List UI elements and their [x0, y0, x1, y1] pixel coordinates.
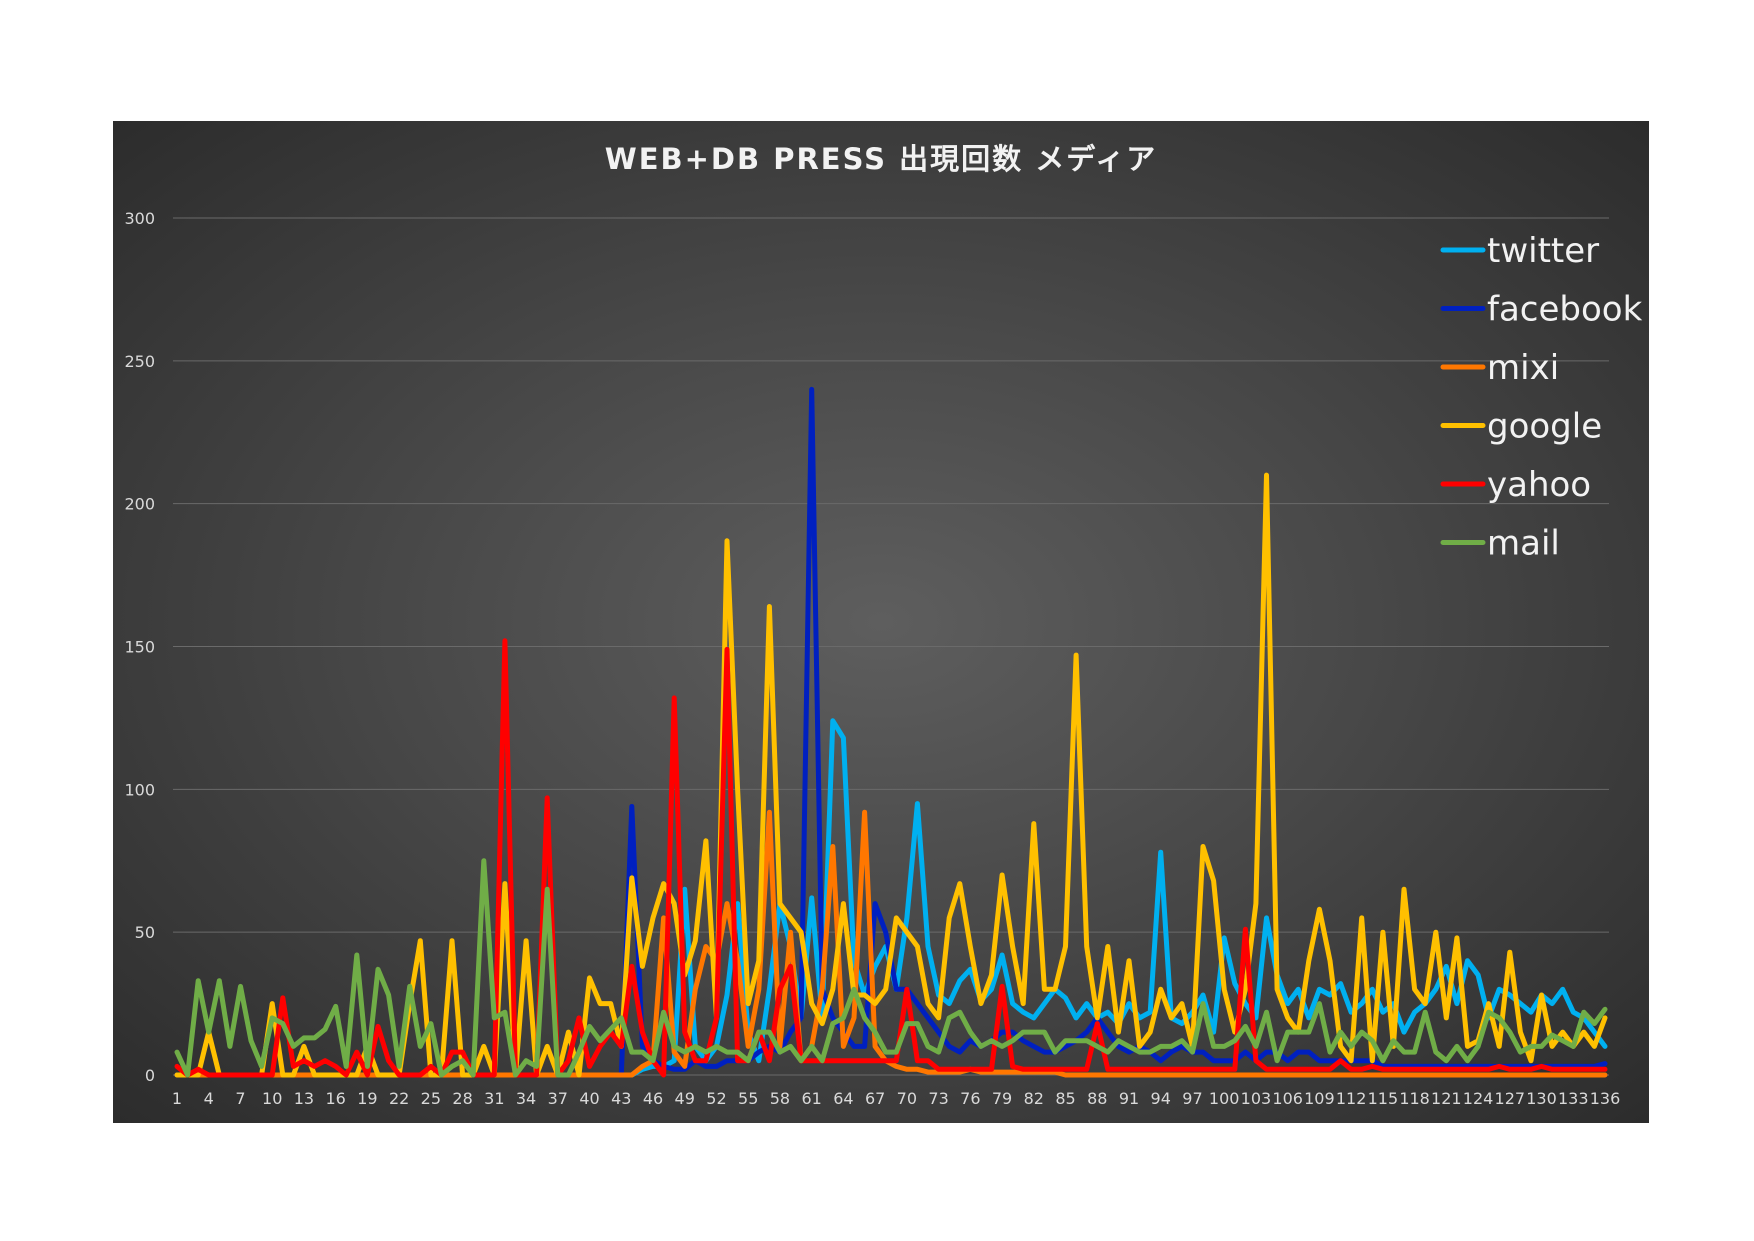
- gridlines: [173, 217, 1609, 1076]
- y-tick-label: 250: [124, 352, 155, 371]
- x-tick-label: 88: [1087, 1089, 1107, 1108]
- series-line-google: [174, 472, 1608, 1078]
- y-tick-label: 150: [124, 638, 155, 657]
- y-tick-label: 200: [124, 495, 155, 514]
- series-line-facebook: [174, 386, 1608, 1078]
- x-tick-label: 85: [1055, 1089, 1075, 1108]
- x-tick-label: 112: [1336, 1089, 1367, 1108]
- y-tick-label: 100: [124, 780, 155, 799]
- chart-panel: WEB+DB PRESS 出現回数 メディア 0 50 100 150 200 250 30…: [113, 121, 1649, 1123]
- x-tick-label: 49: [675, 1089, 695, 1108]
- legend-label-mail: mail: [1487, 524, 1560, 564]
- x-tick-label: 76: [960, 1089, 980, 1108]
- x-tick-label: 64: [833, 1089, 853, 1108]
- x-tick-label: 37: [548, 1089, 568, 1108]
- x-tick-label: 79: [992, 1089, 1012, 1108]
- x-tick-label: 130: [1526, 1089, 1557, 1108]
- line-chart: WEB+DB PRESS 出現回数 メディア 0 50 100 150 200 250 30…: [124, 142, 1643, 1108]
- x-axis-ticks: 1 4 7 10 13 16 19 22 25 28 31 34 37 40 43 46 49 52 55 58 61 6…: [172, 1089, 1620, 1108]
- legend-label-google: google: [1487, 407, 1602, 447]
- x-tick-label: 16: [325, 1089, 345, 1108]
- legend-label-twitter: twitter: [1487, 231, 1599, 271]
- series-line-yahoo: [174, 638, 1608, 1078]
- x-tick-label: 4: [204, 1089, 214, 1108]
- x-tick-label: 43: [611, 1089, 631, 1108]
- x-tick-label: 58: [770, 1089, 790, 1108]
- x-tick-label: 73: [928, 1089, 948, 1108]
- x-tick-label: 61: [801, 1089, 821, 1108]
- x-tick-label: 28: [452, 1089, 472, 1108]
- chart-title: WEB+DB PRESS 出現回数 メディア: [605, 142, 1158, 176]
- x-tick-label: 127: [1495, 1089, 1526, 1108]
- y-tick-label: 300: [124, 209, 155, 228]
- series-lines: [174, 386, 1608, 1078]
- y-tick-label: 50: [135, 923, 155, 942]
- x-tick-label: 70: [897, 1089, 917, 1108]
- x-tick-label: 22: [389, 1089, 409, 1108]
- x-tick-label: 55: [738, 1089, 758, 1108]
- x-tick-label: 40: [579, 1089, 599, 1108]
- x-tick-label: 1: [172, 1089, 182, 1108]
- legend-label-yahoo: yahoo: [1487, 465, 1591, 505]
- x-tick-label: 100: [1209, 1089, 1240, 1108]
- x-tick-label: 10: [262, 1089, 282, 1108]
- x-tick-label: 118: [1399, 1089, 1430, 1108]
- x-tick-label: 115: [1368, 1089, 1399, 1108]
- x-tick-label: 13: [294, 1089, 314, 1108]
- series-line-mail: [174, 858, 1608, 1078]
- x-tick-label: 94: [1151, 1089, 1171, 1108]
- x-tick-label: 121: [1431, 1089, 1462, 1108]
- x-tick-label: 133: [1558, 1089, 1589, 1108]
- x-tick-label: 82: [1024, 1089, 1044, 1108]
- x-tick-label: 124: [1463, 1089, 1494, 1108]
- y-axis-ticks: 0 50 100 150 200 250 300: [124, 209, 155, 1085]
- x-tick-label: 136: [1590, 1089, 1621, 1108]
- x-tick-label: 91: [1119, 1089, 1139, 1108]
- legend-label-mixi: mixi: [1487, 348, 1559, 388]
- x-tick-label: 52: [706, 1089, 726, 1108]
- x-tick-label: 34: [516, 1089, 536, 1108]
- x-tick-label: 7: [235, 1089, 245, 1108]
- x-tick-label: 19: [357, 1089, 377, 1108]
- legend-label-facebook: facebook: [1487, 290, 1643, 330]
- x-tick-label: 103: [1241, 1089, 1272, 1108]
- x-tick-label: 97: [1182, 1089, 1202, 1108]
- x-tick-label: 67: [865, 1089, 885, 1108]
- x-tick-label: 31: [484, 1089, 504, 1108]
- legend: twitter facebook mixi google yahoo mail: [1440, 231, 1643, 564]
- y-tick-label: 0: [145, 1066, 155, 1085]
- x-tick-label: 25: [421, 1089, 441, 1108]
- x-tick-label: 46: [643, 1089, 663, 1108]
- x-tick-label: 106: [1272, 1089, 1303, 1108]
- x-tick-label: 109: [1304, 1089, 1335, 1108]
